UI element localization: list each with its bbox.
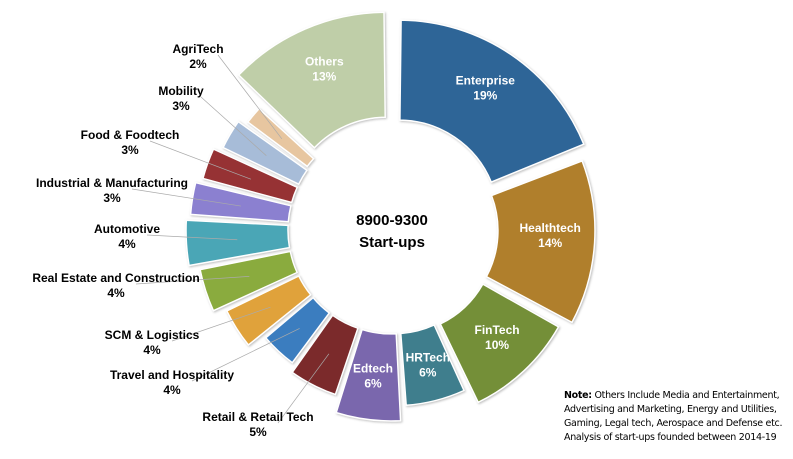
slice-label: Retail & Retail Tech	[202, 410, 313, 424]
slice-label: Industrial & Manufacturing	[36, 176, 188, 190]
slice-travel-and-hospitality	[264, 296, 331, 364]
note-label: Note:	[564, 390, 592, 401]
slice-value-label: 4%	[118, 237, 136, 251]
slice-label: Enterprise	[456, 74, 516, 88]
slice-value-label: 3%	[172, 99, 190, 113]
slice-enterprise	[399, 19, 585, 184]
slice-value-label: 4%	[107, 286, 125, 300]
slice-label: Food & Foodtech	[81, 128, 180, 142]
slice-food-foodtech	[201, 148, 299, 204]
slice-label: Travel and Hospitality	[110, 368, 234, 382]
leader-line	[131, 188, 241, 207]
slice-label: HRTech	[406, 350, 450, 364]
leader-line	[149, 140, 251, 180]
slice-value-label: 13%	[312, 70, 336, 84]
leader-line	[200, 96, 267, 156]
slice-real-estate-and-construction	[199, 250, 299, 312]
slice-scm-logistics	[225, 274, 312, 347]
leader-line	[277, 353, 330, 424]
slice-retail-retail-tech	[291, 314, 359, 396]
slice-value-label: 3%	[103, 191, 121, 205]
slice-value-label: 3%	[121, 143, 139, 157]
slice-value-label: 19%	[473, 89, 497, 103]
slice-value-label: 6%	[419, 365, 437, 379]
slice-value-label: 4%	[163, 383, 181, 397]
note-text: Others Include Media and Entertainment, …	[564, 390, 783, 443]
slice-label: Automotive	[94, 222, 160, 236]
slice-value-label: 14%	[538, 236, 562, 250]
slice-hrtech	[399, 324, 465, 407]
slice-label: SCM & Logistics	[105, 328, 200, 342]
leader-line	[171, 306, 271, 342]
slice-value-label: 6%	[364, 376, 382, 390]
footnote: Note: Others Include Media and Entertain…	[564, 389, 789, 445]
slice-value-label: 5%	[249, 425, 267, 439]
slice-label: Mobility	[158, 84, 204, 98]
slice-edtech	[335, 328, 402, 422]
slice-label: AgriTech	[172, 42, 223, 56]
leader-line	[146, 234, 238, 241]
slice-fintech	[439, 283, 560, 404]
slice-label: Healthtech	[520, 221, 581, 235]
slice-others	[237, 11, 386, 149]
slice-value-label: 4%	[143, 343, 161, 357]
slice-label: FinTech	[475, 323, 520, 337]
slice-automotive	[185, 219, 291, 267]
leader-line	[135, 276, 250, 285]
center-label: Start-ups	[359, 234, 425, 251]
slice-value-label: 10%	[485, 338, 509, 352]
slice-healthtech	[485, 159, 596, 324]
leader-line	[191, 328, 300, 382]
slice-value-label: 2%	[189, 57, 207, 71]
center-label: 8900-9300	[356, 212, 428, 229]
leader-line	[217, 54, 283, 140]
slice-label: Real Estate and Construction	[32, 271, 199, 285]
slice-label: Others	[305, 55, 344, 69]
slice-label: Edtech	[353, 361, 393, 375]
slice-industrial-manufacturing	[189, 181, 292, 223]
slice-mobility	[222, 120, 308, 186]
